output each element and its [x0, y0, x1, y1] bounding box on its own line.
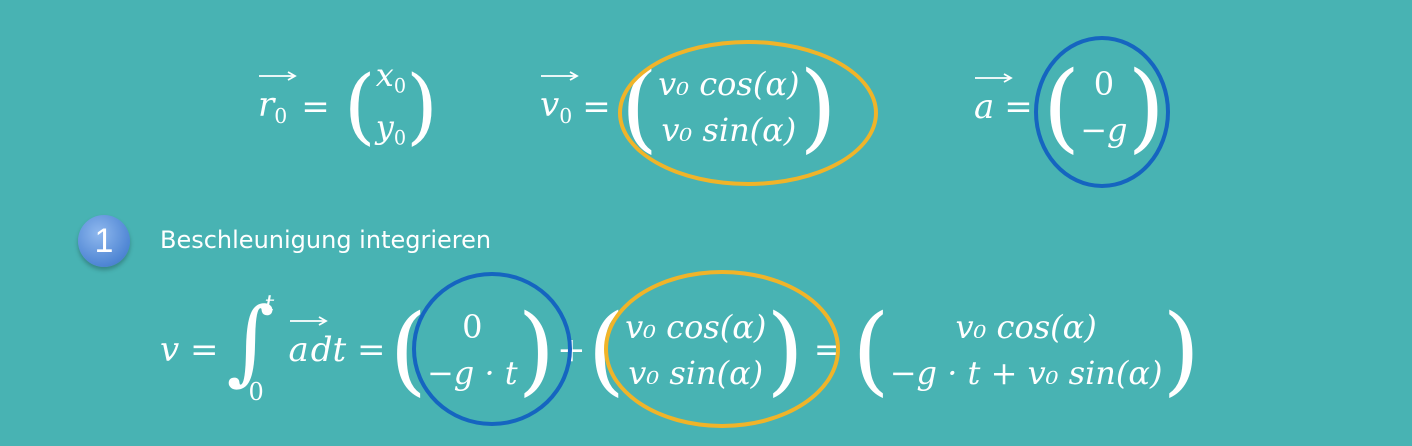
- integral-icon: ∫: [226, 288, 275, 395]
- integral-lhs: v =: [160, 330, 219, 370]
- matrix-3: ( v₀ cos(α) −g · t + v₀ sin(α) ): [852, 302, 1200, 398]
- integral-lower-limit: 0: [248, 378, 264, 406]
- step-number: 1: [94, 221, 114, 260]
- vector-arrow-icon: [541, 71, 579, 82]
- right-paren: ): [406, 59, 439, 154]
- r0-equation: r0 = ( x0 y0 ): [258, 56, 438, 152]
- r0-symbol: r: [258, 85, 275, 126]
- r0-row1: x0: [375, 56, 407, 98]
- matrix-2-highlight-ring: [604, 270, 840, 428]
- v0-subscript: 0: [559, 104, 573, 129]
- integrand-vector: a: [289, 316, 328, 370]
- vector-arrow-icon: [289, 316, 328, 326]
- vector-arrow-icon: [259, 71, 297, 82]
- step-label: Beschleunigung integrieren: [160, 226, 492, 254]
- right-paren: ): [1162, 294, 1200, 406]
- a-equals: =: [1004, 87, 1033, 127]
- left-paren: (: [852, 294, 890, 406]
- v0-symbol: v: [540, 85, 560, 126]
- step-number-badge: 1: [78, 215, 130, 267]
- integral-sign: ∫ t 0: [227, 290, 281, 410]
- r0-subscript: 0: [274, 104, 288, 129]
- v0-equals: =: [582, 87, 611, 127]
- matrix-3-row2: −g · t + v₀ sin(α): [889, 354, 1163, 392]
- left-paren: (: [343, 59, 376, 154]
- v0-highlight-ring: [618, 40, 878, 186]
- matrix-3-row1: v₀ cos(α): [955, 308, 1097, 346]
- integral-upper-limit: t: [264, 290, 275, 318]
- a-vector-symbol: a: [974, 73, 1013, 127]
- integral-dt: dt =: [310, 330, 386, 370]
- v0-vector-symbol: v0: [540, 71, 579, 129]
- r0-vector-symbol: r0: [258, 71, 297, 129]
- matrix-1-highlight-ring: [412, 272, 572, 426]
- a-highlight-ring: [1034, 36, 1170, 188]
- r0-equals: =: [301, 87, 330, 127]
- vector-arrow-icon: [975, 73, 1013, 83]
- r0-matrix: ( x0 y0 ): [344, 55, 438, 158]
- r0-row2: y0: [375, 108, 407, 150]
- a-symbol: a: [974, 87, 995, 127]
